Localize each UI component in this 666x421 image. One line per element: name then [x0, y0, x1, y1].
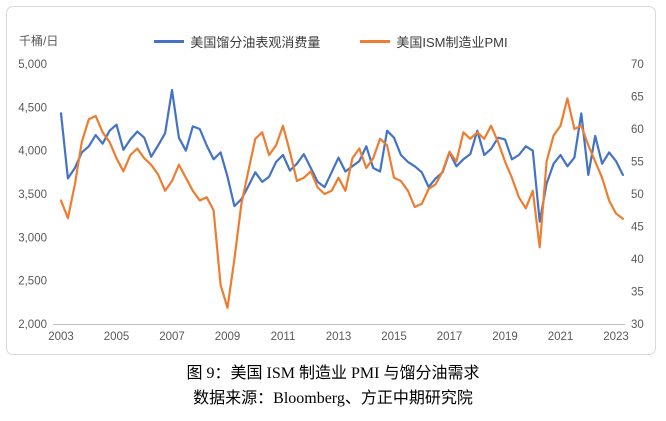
legend-line-swatch-blue [154, 40, 185, 43]
svg-text:2011: 2011 [271, 331, 296, 343]
svg-text:60: 60 [631, 124, 644, 136]
chart-figure: 5,000 4,500 4,000 3,500 3,000 2,500 2,000 70 65 6… [6, 6, 656, 355]
y-axis-unit-label: 千桶/日 [19, 34, 59, 48]
legend-item-ism-pmi: 美国ISM制造业PMI [360, 32, 508, 51]
svg-text:3,500: 3,500 [18, 189, 47, 201]
svg-text:4,000: 4,000 [18, 146, 47, 158]
chart-legend: 美国馏分油表观消费量 美国ISM制造业PMI [7, 32, 655, 51]
legend-label-ism-pmi: 美国ISM制造业PMI [396, 35, 508, 50]
svg-text:2013: 2013 [326, 331, 352, 343]
figure-caption-title: 图 9：美国 ISM 制造业 PMI 与馏分油需求 [186, 365, 480, 382]
svg-text:35: 35 [631, 287, 644, 299]
svg-text:5,000: 5,000 [18, 59, 47, 71]
svg-text:4,500: 4,500 [18, 102, 47, 114]
legend-line-swatch-orange [360, 40, 391, 43]
svg-text:2015: 2015 [381, 331, 407, 343]
svg-text:2003: 2003 [48, 331, 74, 343]
svg-text:55: 55 [631, 157, 644, 169]
legend-label-distillate-consumption: 美国馏分油表观消费量 [190, 35, 321, 50]
svg-text:2017: 2017 [437, 331, 463, 343]
svg-text:2,500: 2,500 [18, 276, 47, 288]
svg-text:3,000: 3,000 [18, 232, 47, 244]
svg-text:2005: 2005 [104, 331, 130, 343]
figure-caption-source: 数据来源：Bloomberg、方正中期研究院 [193, 390, 473, 407]
svg-text:50: 50 [631, 189, 644, 201]
svg-text:2,000: 2,000 [18, 319, 47, 331]
svg-text:2007: 2007 [159, 331, 185, 343]
svg-text:70: 70 [631, 59, 644, 71]
svg-text:2021: 2021 [548, 331, 574, 343]
svg-text:2019: 2019 [492, 331, 518, 343]
legend-item-distillate-consumption: 美国馏分油表观消费量 [154, 32, 320, 51]
svg-text:2009: 2009 [215, 331, 241, 343]
svg-text:65: 65 [631, 92, 644, 104]
figure-caption: 图 9：美国 ISM 制造业 PMI 与馏分油需求 数据来源：Bloomberg… [0, 361, 666, 411]
svg-text:2023: 2023 [603, 331, 629, 343]
svg-text:40: 40 [631, 254, 644, 266]
svg-text:45: 45 [631, 222, 644, 234]
line-chart-plot-area: 5,000 4,500 4,000 3,500 3,000 2,500 2,000 70 65 6… [18, 59, 644, 343]
svg-text:30: 30 [631, 319, 644, 331]
